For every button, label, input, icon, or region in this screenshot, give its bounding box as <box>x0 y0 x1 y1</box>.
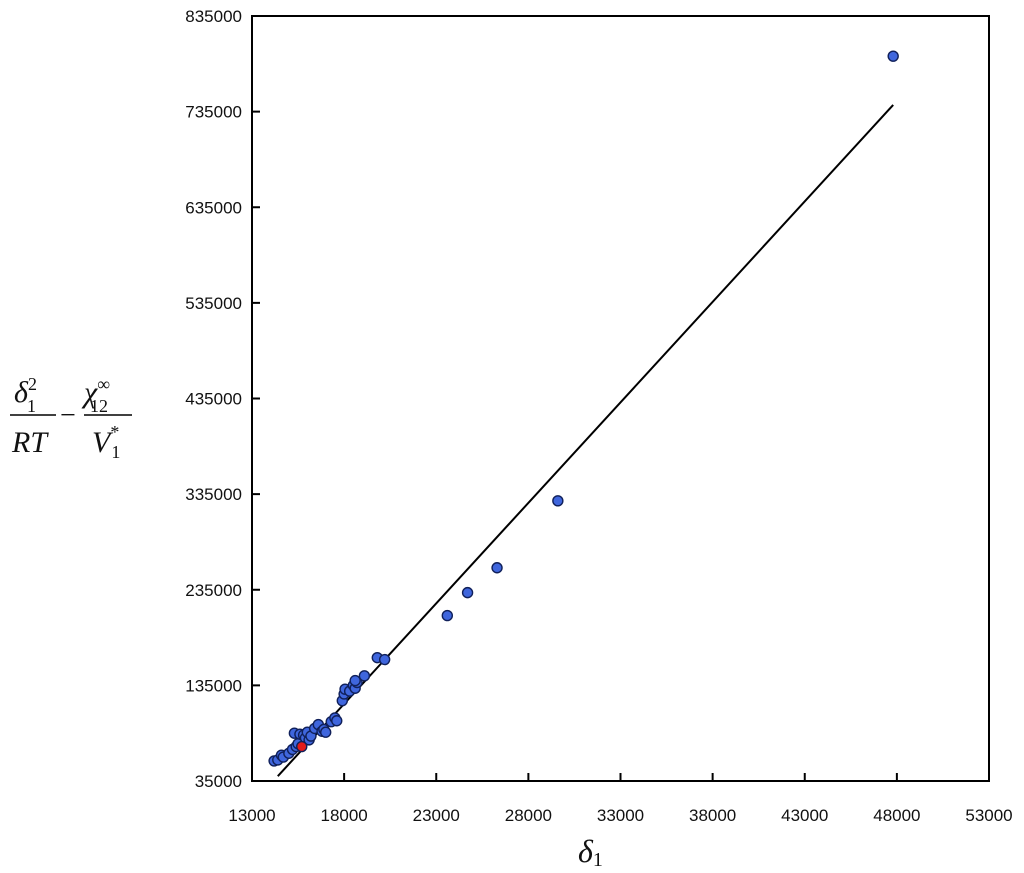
x-axis-symbol: δ <box>578 833 594 869</box>
data-point <box>320 726 332 738</box>
x-tick-label: 18000 <box>320 806 367 825</box>
data-point <box>461 586 474 599</box>
y-label-term2-numerator: χ∞ 12 <box>81 374 110 416</box>
y-tick-label: 835000 <box>185 7 242 26</box>
x-tick-label: 13000 <box>228 806 275 825</box>
x-tick-label: 38000 <box>689 806 736 825</box>
data-point <box>552 495 564 507</box>
data-point <box>378 653 391 666</box>
data-point <box>331 715 343 727</box>
x-tick-label: 33000 <box>597 806 644 825</box>
x-tick-label: 43000 <box>781 806 828 825</box>
y-label-term2-denominator: V* 1 <box>92 422 120 462</box>
highlighted-data-point <box>296 740 308 753</box>
y-axis-label: δ2 1 RT − χ∞ 12 V* 1 <box>10 374 132 462</box>
y-tick-label: 35000 <box>195 772 242 791</box>
fit-line <box>277 104 894 777</box>
x-tick-labels: 13000 18000 23000 28000 33000 38000 43000 48000… <box>228 806 1012 825</box>
plot-frame <box>251 15 990 782</box>
y-tick-label: 235000 <box>185 581 242 600</box>
x-tick-label: 23000 <box>413 806 460 825</box>
data-point <box>491 562 503 574</box>
x-axis-label: δ1 <box>578 833 603 871</box>
data-point <box>887 50 899 62</box>
y-tick-label: 435000 <box>185 390 242 409</box>
y-tick-labels: 35000 135000 235000 335000 435000 535000 63500… <box>185 7 242 791</box>
x-axis-subscript: 1 <box>593 849 603 871</box>
data-point <box>349 674 361 687</box>
y-tick-label: 635000 <box>185 198 242 217</box>
x-tick-label: 28000 <box>505 806 552 825</box>
data-point <box>358 670 371 682</box>
y-label-term1-numerator: δ2 1 <box>14 374 37 416</box>
y-tick-label: 135000 <box>185 676 242 695</box>
data-points <box>268 50 899 767</box>
y-label-operator: − <box>60 400 76 431</box>
y-label-term1-denominator: RT <box>11 426 49 459</box>
y-tick-label: 735000 <box>185 103 242 122</box>
y-tick-label: 535000 <box>185 294 242 313</box>
x-tick-label: 48000 <box>873 806 920 825</box>
y-tick-label: 335000 <box>185 485 242 504</box>
data-point <box>441 609 454 622</box>
axis-ticks <box>251 15 990 782</box>
x-tick-label: 53000 <box>965 806 1012 825</box>
